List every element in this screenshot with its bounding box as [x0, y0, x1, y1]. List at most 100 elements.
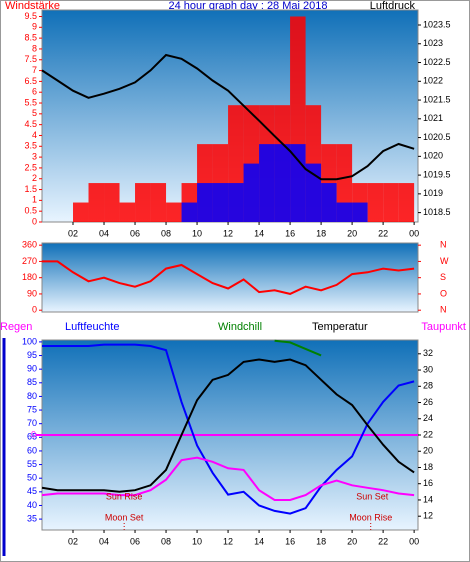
x-tick-label: 08 — [161, 536, 171, 546]
x-tick-label: 10 — [192, 536, 202, 546]
y-tick-label: 80 — [27, 391, 37, 401]
plot-area — [41, 242, 419, 313]
x-tick-label: 04 — [99, 228, 109, 238]
y-tick-label: 9.5 — [24, 11, 37, 21]
y2-tick-label: 1023 — [423, 38, 443, 48]
y2-tick-label: N — [440, 240, 447, 250]
x-tick-label: 12 — [223, 228, 233, 238]
series-line — [41, 53, 415, 181]
y-tick-label: 90 — [27, 364, 37, 374]
wind-bar — [73, 202, 89, 222]
wind-bar — [88, 183, 105, 222]
wind-bar — [383, 183, 399, 222]
wind-bar — [398, 183, 415, 222]
wind-bar — [135, 183, 151, 222]
x-tick-label: 04 — [99, 536, 109, 546]
y2-tick-label: 1018.5 — [423, 207, 451, 217]
y-tick-label: 8 — [32, 43, 37, 53]
x-tick-label: 14 — [254, 536, 264, 546]
wind-bar — [119, 202, 136, 222]
wind-bar — [305, 163, 322, 222]
wind-bar — [336, 202, 353, 222]
y2-tick-label: 26 — [423, 397, 433, 407]
y-tick-label: 6.5 — [24, 76, 37, 86]
y2-tick-label: 1021 — [423, 113, 443, 123]
rain-label: Regen — [0, 321, 32, 333]
y2-tick-label: 14 — [423, 494, 433, 504]
y-tick-label: 2 — [32, 173, 37, 183]
x-tick-label: 16 — [285, 536, 295, 546]
y-tick-label: 1.5 — [24, 184, 37, 194]
wind-bar — [321, 183, 337, 222]
y-tick-label: 4 — [32, 130, 37, 140]
y-tick-label: 65 — [27, 432, 37, 442]
y2-tick-label: 1020.5 — [423, 132, 451, 142]
annotation: Moon Set — [105, 512, 144, 522]
y2-tick-label: 1021.5 — [423, 94, 451, 104]
y-tick-label: 100 — [22, 336, 37, 346]
y2-tick-label: 28 — [423, 381, 433, 391]
wind-bar — [104, 183, 120, 222]
series-line — [274, 339, 322, 357]
annotation: Sun Set — [356, 491, 389, 501]
y-tick-label: 270 — [22, 256, 37, 266]
y-tick-label: 9 — [32, 22, 37, 32]
wind-bar — [181, 202, 198, 222]
wind-bar — [212, 183, 229, 222]
y2-tick-label: 20 — [423, 446, 433, 456]
y2-tick-label: 24 — [423, 413, 433, 423]
x-tick-label: 08 — [161, 228, 171, 238]
y-tick-label: 6 — [32, 87, 37, 97]
x-tick-label: 02 — [68, 536, 78, 546]
y2-tick-label: N — [440, 305, 447, 315]
y2-tick-label: 12 — [423, 511, 433, 521]
y-tick-label: 0 — [32, 216, 37, 226]
y-tick-label: 0.5 — [24, 206, 37, 216]
wind-bar — [352, 202, 368, 222]
y2-tick-label: O — [440, 288, 447, 298]
x-tick-label: 20 — [347, 228, 357, 238]
y2-tick-label: 16 — [423, 478, 433, 488]
y2-tick-label: 1023.5 — [423, 19, 451, 29]
series-line — [41, 358, 415, 493]
y2-tick-label: W — [440, 256, 449, 266]
y-tick-label: 8.5 — [24, 32, 37, 42]
series-line — [42, 343, 415, 515]
wind-bar — [197, 183, 213, 222]
annotation: Sun Rise — [106, 491, 143, 501]
wind-bar — [290, 144, 306, 222]
wind-label: Windstärke — [5, 0, 60, 12]
y-tick-label: 4.5 — [24, 119, 37, 129]
y-tick-label: 95 — [27, 350, 37, 360]
x-tick-label: 18 — [316, 536, 326, 546]
y-tick-label: 5 — [32, 108, 37, 118]
y-tick-label: 35 — [27, 513, 37, 523]
y-tick-label: 3 — [32, 151, 37, 161]
humidity-label: Luftfeuchte — [65, 321, 119, 333]
y-tick-label: 7 — [32, 65, 37, 75]
y2-tick-label: 18 — [423, 462, 433, 472]
x-tick-label: 02 — [68, 228, 78, 238]
x-tick-label: 00 — [409, 228, 419, 238]
pressure-label: Luftdruck — [370, 0, 416, 12]
x-tick-label: 22 — [378, 228, 388, 238]
dewpoint-label: Taupunkt — [421, 321, 466, 333]
x-tick-label: 14 — [254, 228, 264, 238]
wind-bar — [259, 144, 275, 222]
y2-tick-label: 1020 — [423, 151, 443, 161]
wind-bar — [367, 183, 384, 222]
annotation: Moon Rise — [349, 512, 392, 522]
wind-bar — [166, 202, 182, 222]
y-tick-label: 0 — [32, 305, 37, 315]
series-line — [42, 260, 415, 295]
y-tick-label: 70 — [27, 418, 37, 428]
x-tick-label: 06 — [130, 536, 140, 546]
x-tick-label: 00 — [409, 536, 419, 546]
wind-bar — [150, 183, 167, 222]
y-tick-label: 360 — [22, 240, 37, 250]
y-tick-label: 3.5 — [24, 141, 37, 151]
wind-bar — [274, 144, 291, 222]
y2-tick-label: 32 — [423, 348, 433, 358]
y2-tick-label: 1019 — [423, 188, 443, 198]
